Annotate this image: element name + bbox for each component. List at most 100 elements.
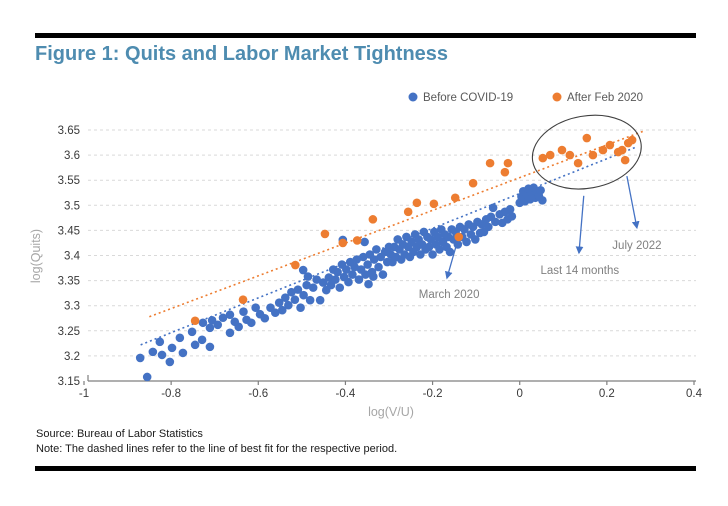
scatter-point-before-covid bbox=[378, 270, 388, 279]
scatter-point-before-covid bbox=[302, 280, 311, 290]
scatter-point-before-covid bbox=[135, 353, 145, 363]
scatter-point-before-covid bbox=[445, 247, 455, 257]
scatter-point-before-covid bbox=[358, 252, 368, 262]
scatter-point-after-feb-2020 bbox=[582, 133, 592, 143]
scatter-point-before-covid bbox=[287, 287, 296, 297]
scatter-point-before-covid bbox=[205, 323, 215, 333]
scatter-point-before-covid bbox=[225, 310, 235, 320]
scatter-point-before-covid bbox=[205, 342, 215, 352]
legend-label-after-feb-2020: After Feb 2020 bbox=[567, 92, 643, 104]
scatter-point-after-feb-2020 bbox=[291, 260, 300, 270]
x-tick-label: 0.4 bbox=[686, 388, 703, 400]
figure-title: Figure 1: Quits and Labor Market Tightne… bbox=[35, 43, 449, 65]
trendline-after-feb-2020 bbox=[149, 130, 645, 318]
x-tick-label: -1 bbox=[79, 388, 89, 400]
scatter-point-before-covid bbox=[165, 357, 175, 367]
scatter-point-after-feb-2020 bbox=[598, 145, 608, 155]
scatter-point-before-covid bbox=[142, 372, 152, 382]
scatter-point-after-feb-2020 bbox=[190, 316, 200, 326]
x-axis-title: log(V/U) bbox=[368, 405, 414, 419]
note-text: Note: The dashed lines refer to the line… bbox=[36, 443, 398, 455]
scatter-point-before-covid bbox=[247, 318, 256, 328]
scatter-point-after-feb-2020 bbox=[468, 178, 478, 188]
scatter-point-before-covid bbox=[197, 335, 207, 345]
x-tick-label: -0.8 bbox=[161, 388, 181, 400]
scatter-point-before-covid bbox=[281, 293, 290, 302]
scatter-point-after-feb-2020 bbox=[429, 199, 439, 209]
scatter-point-before-covid bbox=[369, 255, 379, 264]
y-tick-label: 3.5 bbox=[64, 200, 80, 212]
scatter-point-before-covid bbox=[315, 295, 325, 305]
scatter-point-before-covid bbox=[538, 195, 547, 205]
scatter-point-before-covid bbox=[213, 320, 223, 330]
scatter-point-before-covid bbox=[507, 212, 517, 221]
scatter-point-after-feb-2020 bbox=[320, 229, 330, 239]
scatter-point-before-covid bbox=[270, 308, 280, 318]
x-tick-label: -0.6 bbox=[248, 388, 268, 400]
scatter-point-before-covid bbox=[251, 303, 260, 313]
scatter-point-after-feb-2020 bbox=[627, 135, 637, 145]
y-tick-label: 3.2 bbox=[64, 351, 80, 363]
scatter-point-before-covid bbox=[342, 265, 351, 274]
scatter-point-after-feb-2020 bbox=[588, 150, 598, 160]
scatter-point-before-covid bbox=[225, 328, 235, 338]
scatter-point-before-covid bbox=[348, 270, 357, 279]
scatter-point-after-feb-2020 bbox=[617, 145, 627, 155]
scatter-point-before-covid bbox=[352, 255, 362, 264]
scatter-point-before-covid bbox=[187, 327, 197, 337]
scatter-point-after-feb-2020 bbox=[403, 207, 413, 217]
scatter-point-before-covid bbox=[198, 318, 208, 328]
scatter-point-after-feb-2020 bbox=[538, 153, 548, 163]
y-tick-label: 3.15 bbox=[58, 376, 80, 388]
y-tick-label: 3.4 bbox=[64, 251, 81, 263]
scatter-point-before-covid bbox=[324, 273, 334, 282]
scatter-point-before-covid bbox=[308, 283, 318, 292]
scatter-point-before-covid bbox=[299, 290, 308, 300]
scatter-point-before-covid bbox=[218, 313, 228, 323]
y-tick-label: 3.6 bbox=[64, 150, 80, 162]
legend-dot-after-feb-2020 bbox=[552, 92, 562, 102]
scatter-point-before-covid bbox=[484, 222, 493, 232]
y-tick-label: 3.55 bbox=[58, 175, 80, 187]
scatter-point-before-covid bbox=[157, 350, 167, 360]
y-tick-label: 3.45 bbox=[58, 225, 80, 237]
scatter-point-after-feb-2020 bbox=[450, 193, 460, 203]
y-tick-label: 3.3 bbox=[64, 301, 80, 313]
scatter-point-before-covid bbox=[491, 217, 500, 227]
annotation-arrow bbox=[575, 195, 585, 255]
bottom-divider bbox=[35, 466, 696, 471]
scatter-point-before-covid bbox=[260, 313, 270, 323]
source-text: Source: Bureau of Labor Statistics bbox=[36, 428, 203, 440]
scatter-point-before-covid bbox=[284, 300, 293, 310]
scatter-point-before-covid bbox=[234, 322, 243, 332]
scatter-point-before-covid bbox=[470, 235, 480, 244]
scatter-point-before-covid bbox=[488, 203, 498, 213]
scatter-point-before-covid bbox=[363, 260, 372, 269]
scatter-point-after-feb-2020 bbox=[565, 150, 575, 160]
scatter-point-before-covid bbox=[318, 278, 328, 287]
scatter-point-after-feb-2020 bbox=[605, 140, 615, 150]
scatter-point-after-feb-2020 bbox=[338, 238, 348, 248]
scatter-point-before-covid bbox=[167, 343, 177, 353]
scatter-point-before-covid bbox=[331, 275, 340, 284]
highlight-ellipse bbox=[531, 114, 642, 190]
scatter-point-before-covid bbox=[344, 277, 353, 287]
scatter-point-before-covid bbox=[303, 272, 313, 281]
scatter-point-before-covid bbox=[296, 303, 305, 313]
y-axis-title: log(Quits) bbox=[29, 229, 43, 283]
scatter-point-before-covid bbox=[369, 272, 378, 281]
y-tick-label: 3.65 bbox=[58, 125, 80, 137]
scatter-point-before-covid bbox=[298, 265, 308, 275]
scatter-point-before-covid bbox=[374, 262, 383, 272]
scatter-point-before-covid bbox=[424, 242, 434, 252]
annotation-arrow bbox=[626, 176, 640, 230]
x-tick-label: -0.2 bbox=[423, 388, 443, 400]
scatter-point-before-covid bbox=[312, 275, 321, 284]
x-tick-label: 0.2 bbox=[599, 388, 615, 400]
scatter-point-before-covid bbox=[155, 337, 165, 347]
scatter-point-after-feb-2020 bbox=[368, 215, 378, 224]
scatter-point-before-covid bbox=[360, 237, 369, 247]
scatter-point-before-covid bbox=[536, 185, 545, 195]
scatter-point-after-feb-2020 bbox=[454, 232, 464, 242]
